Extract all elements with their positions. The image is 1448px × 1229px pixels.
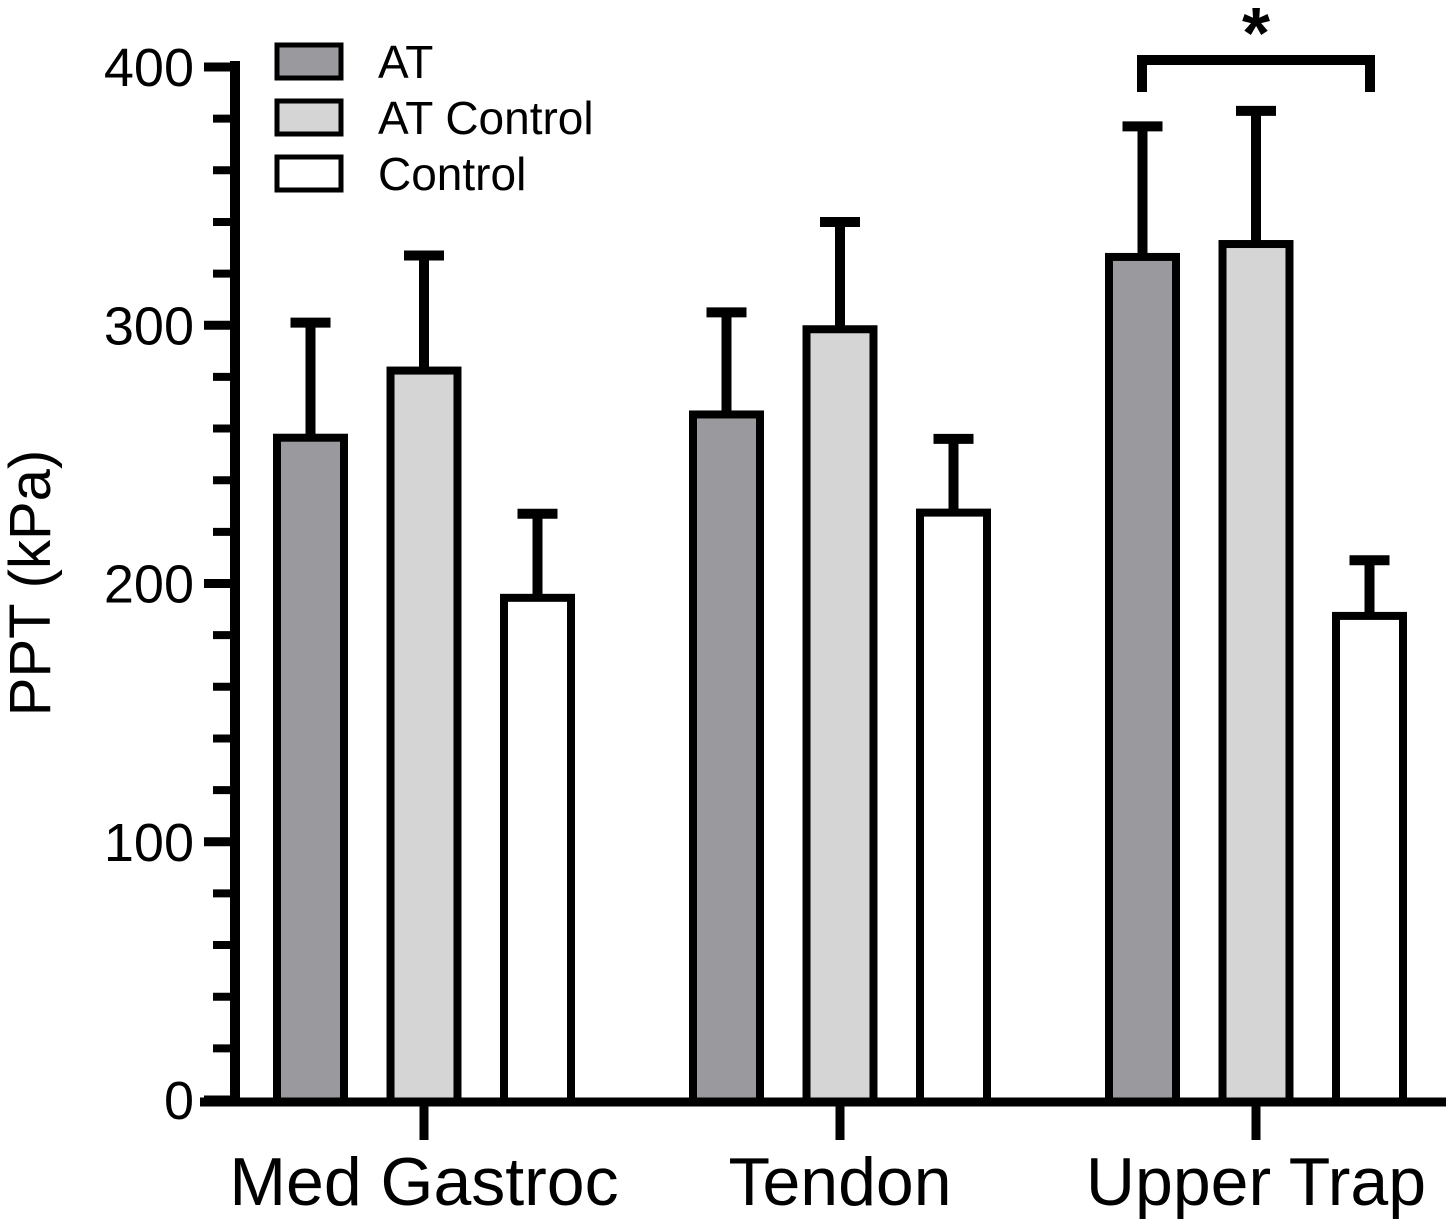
legend-item-control: Control	[274, 148, 526, 200]
legend: AT AT Control Control	[274, 36, 594, 200]
bar-at-upper-trap	[1105, 252, 1180, 1106]
significance-bracket	[1137, 55, 1375, 92]
bar-control-upper-trap	[1332, 611, 1407, 1106]
x-categories-group: Med Gastroc Tendon Upper Trap	[229, 1102, 1426, 1220]
bar-control-tendon	[916, 508, 991, 1106]
bar-at-control-tendon	[802, 325, 878, 1106]
y-tick-label-200: 200	[104, 555, 194, 615]
y-tick-label-400: 400	[104, 38, 194, 98]
legend-item-at: AT	[274, 36, 433, 88]
legend-label-control: Control	[378, 148, 526, 200]
bars-group	[273, 105, 1407, 1107]
bar-at-tendon	[689, 410, 764, 1107]
legend-label-at: AT	[378, 36, 433, 88]
significance-asterisk: *	[1242, 0, 1270, 74]
significance-annotation: *	[1137, 0, 1375, 92]
y-axis-title: PPT (kPa)	[0, 450, 63, 716]
y-tick-label-0: 0	[164, 1071, 194, 1131]
legend-label-at-control: AT Control	[378, 92, 594, 144]
bar-at-med-gastroc	[273, 433, 348, 1106]
y-tick-label-100: 100	[104, 813, 194, 873]
bar-at-control-upper-trap	[1218, 240, 1294, 1106]
category-label-tendon: Tendon	[728, 1144, 951, 1220]
y-ticks-group: 0 100 200 300 400	[104, 38, 231, 1131]
y-tick-label-300: 300	[104, 296, 194, 356]
bar-control-med-gastroc	[500, 593, 575, 1107]
legend-swatch-at-control	[274, 98, 344, 137]
legend-item-at-control: AT Control	[274, 92, 594, 144]
legend-swatch-control	[274, 154, 344, 193]
bar-at-control-med-gastroc	[386, 366, 462, 1106]
legend-swatch-at	[274, 42, 344, 81]
category-label-med-gastroc: Med Gastroc	[229, 1144, 618, 1220]
category-label-upper-trap: Upper Trap	[1086, 1144, 1426, 1220]
